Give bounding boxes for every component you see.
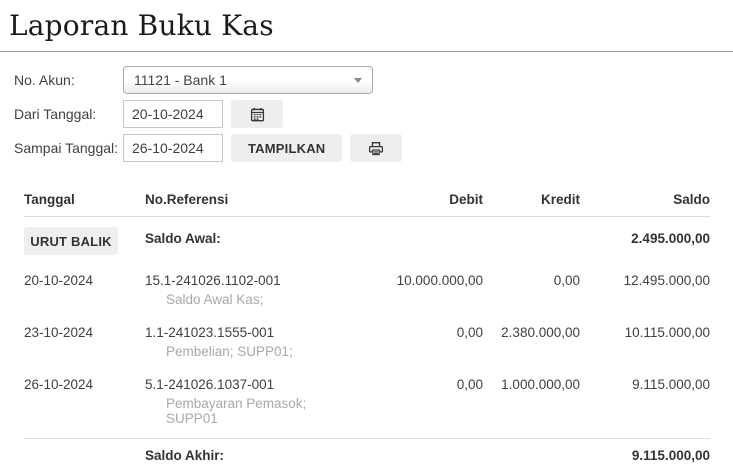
printer-icon	[368, 141, 384, 156]
cell-tanggal: 26-10-2024	[24, 371, 145, 439]
header-kredit: Kredit	[483, 188, 580, 217]
account-select-value: 11121 - Bank 1	[134, 72, 227, 88]
header-debit: Debit	[345, 188, 483, 217]
header-referensi: No.Referensi	[145, 188, 345, 217]
calendar-icon	[250, 107, 265, 122]
cell-referensi: 5.1-241026.1037-001 Pembayaran Pemasok; …	[145, 371, 345, 439]
cell-referensi: 1.1-241023.1555-001 Pembelian; SUPP01;	[145, 319, 345, 371]
cell-debit: 0,00	[345, 371, 483, 439]
cell-saldo: 12.495.000,00	[580, 267, 710, 319]
referensi-number: 1.1-241023.1555-001	[145, 325, 345, 340]
reverse-sort-button[interactable]: URUT BALIK	[24, 227, 118, 255]
cell-kredit: 2.380.000,00	[483, 319, 580, 371]
cash-book-table: Tanggal No.Referensi Debit Kredit Saldo …	[24, 188, 710, 473]
cell-saldo: 9.115.000,00	[580, 371, 710, 439]
header-saldo: Saldo	[580, 188, 710, 217]
referensi-description: Pembelian; SUPP01;	[145, 344, 345, 359]
filter-panel: No. Akun: 11121 - Bank 1 Dari Tanggal: S…	[0, 66, 733, 162]
cell-tanggal: 20-10-2024	[24, 267, 145, 319]
opening-balance-label: Saldo Awal:	[145, 217, 345, 268]
closing-balance-value: 9.115.000,00	[580, 439, 710, 473]
cell-kredit: 1.000.000,00	[483, 371, 580, 439]
header-tanggal: Tanggal	[24, 188, 145, 217]
referensi-number: 15.1-241026.1102-001	[145, 273, 345, 288]
table-row: 26-10-2024 5.1-241026.1037-001 Pembayara…	[24, 371, 710, 439]
referensi-number: 5.1-241026.1037-001	[145, 377, 345, 392]
account-label: No. Akun:	[14, 72, 123, 88]
date-from-filter-row: Dari Tanggal:	[14, 100, 733, 128]
referensi-description: Saldo Awal Kas;	[145, 292, 345, 307]
date-from-label: Dari Tanggal:	[14, 106, 123, 122]
account-filter-row: No. Akun: 11121 - Bank 1	[14, 66, 733, 94]
print-button[interactable]	[350, 134, 402, 162]
calendar-button[interactable]	[231, 100, 283, 128]
table-row: 23-10-2024 1.1-241023.1555-001 Pembelian…	[24, 319, 710, 371]
date-to-filter-row: Sampai Tanggal: TAMPILKAN	[14, 134, 733, 162]
show-report-button[interactable]: TAMPILKAN	[231, 134, 342, 162]
opening-balance-row: URUT BALIK Saldo Awal: 2.495.000,00	[24, 217, 710, 268]
cell-referensi: 15.1-241026.1102-001 Saldo Awal Kas;	[145, 267, 345, 319]
page-title: Laporan Buku Kas	[0, 0, 733, 42]
table-header-row: Tanggal No.Referensi Debit Kredit Saldo	[24, 188, 710, 217]
cell-debit: 10.000.000,00	[345, 267, 483, 319]
cell-saldo: 10.115.000,00	[580, 319, 710, 371]
cell-kredit: 0,00	[483, 267, 580, 319]
date-to-label: Sampai Tanggal:	[14, 140, 123, 156]
date-from-input[interactable]	[123, 100, 223, 128]
account-select[interactable]: 11121 - Bank 1	[123, 66, 373, 94]
date-to-input[interactable]	[123, 134, 223, 162]
cell-debit: 0,00	[345, 319, 483, 371]
table-row: 20-10-2024 15.1-241026.1102-001 Saldo Aw…	[24, 267, 710, 319]
title-divider	[0, 51, 733, 52]
cell-tanggal: 23-10-2024	[24, 319, 145, 371]
closing-balance-label: Saldo Akhir:	[145, 439, 345, 473]
opening-balance-value: 2.495.000,00	[580, 217, 710, 268]
chevron-down-icon	[354, 78, 362, 83]
referensi-description: Pembayaran Pemasok; SUPP01	[145, 396, 345, 426]
closing-balance-row: Saldo Akhir: 9.115.000,00	[24, 439, 710, 473]
